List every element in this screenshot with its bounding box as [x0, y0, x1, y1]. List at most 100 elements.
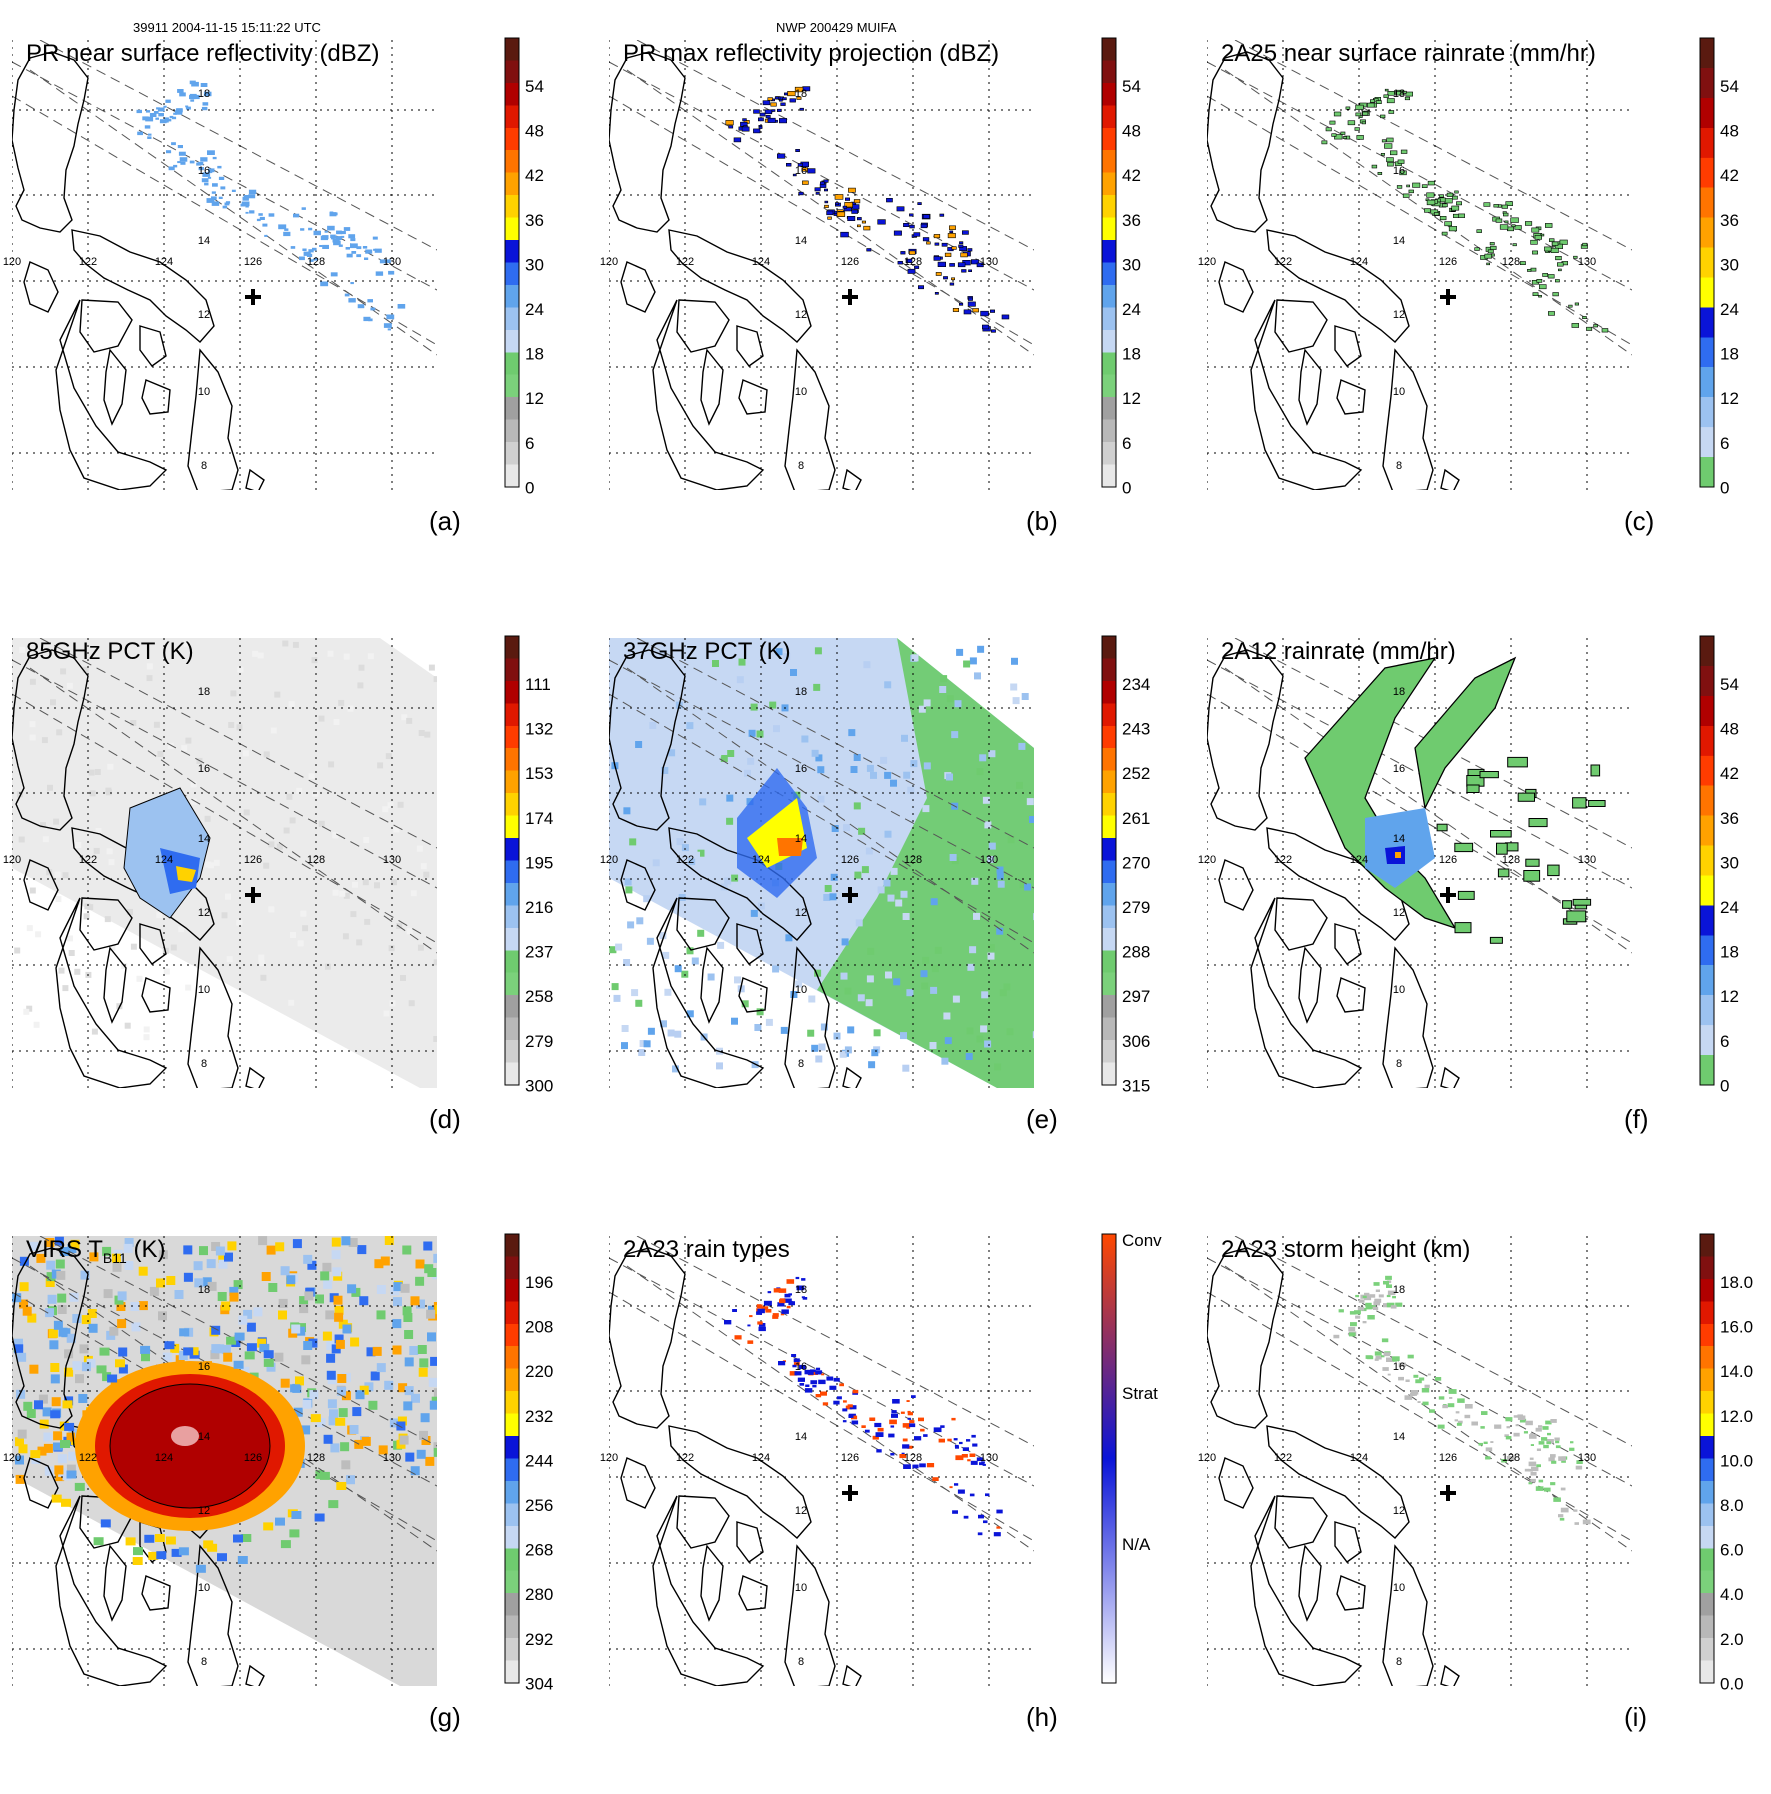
lon-label-130: 130 — [1578, 854, 1596, 866]
colorbar-tick: 216 — [525, 898, 553, 917]
panel-letter: (f) — [1624, 1104, 1649, 1134]
colorbar-tick: 306 — [1122, 1032, 1150, 1051]
lon-label-120: 120 — [1198, 1452, 1216, 1464]
colorbar-tick: 18.0 — [1720, 1273, 1753, 1292]
lon-label-130: 130 — [980, 256, 998, 268]
lon-label-120: 120 — [3, 854, 21, 866]
panel-title-subscript: B11 — [102, 1249, 127, 1266]
lat-label-16: 16 — [198, 763, 210, 775]
panel-letter: (e) — [1026, 1104, 1058, 1134]
colorbar-h: Conv Strat N/A — [1101, 1231, 1162, 1684]
colorbar-tick: 54 — [1720, 77, 1739, 96]
colorbar-tick: 12 — [1720, 389, 1739, 408]
colorbar-tick: 297 — [1122, 987, 1150, 1006]
panel-title: 85GHz PCT (K) — [26, 638, 194, 666]
lon-label-124: 124 — [155, 1452, 173, 1464]
lat-label-18: 18 — [1393, 686, 1405, 698]
lon-label-130: 130 — [980, 854, 998, 866]
lon-label-120: 120 — [600, 1452, 618, 1464]
lat-label-8: 8 — [201, 1656, 207, 1668]
lat-label-10: 10 — [1393, 984, 1405, 996]
lon-label-120: 120 — [3, 1452, 21, 1464]
storm-name-header: NWP 200429 MUIFA — [776, 20, 897, 35]
colorbar-tick: 48 — [1720, 122, 1739, 141]
panel-title: 2A25 near surface rainrate (mm/hr) — [1221, 40, 1596, 68]
colorbar-tick: 12 — [1122, 389, 1141, 408]
lon-label-120: 120 — [600, 854, 618, 866]
panel-title: 2A23 storm height (km) — [1221, 1236, 1470, 1264]
colorbar-tick: 18 — [1720, 943, 1739, 962]
colorbar-tick: 261 — [1122, 809, 1150, 828]
colorbar-tick: 12 — [525, 389, 544, 408]
lat-label-16: 16 — [1393, 1361, 1405, 1373]
lat-label-8: 8 — [798, 460, 804, 472]
colorbar-tick: 132 — [525, 720, 553, 739]
lat-label-14: 14 — [1393, 833, 1405, 845]
lon-label-128: 128 — [307, 256, 325, 268]
lat-label-14: 14 — [1393, 235, 1405, 247]
panel-title-text: 2A25 near surface rainrate (mm/hr) — [1221, 40, 1596, 67]
lat-label-8: 8 — [798, 1656, 804, 1668]
colorbar-tick: N/A — [1122, 1535, 1151, 1554]
lon-label-122: 122 — [1274, 1452, 1292, 1464]
lat-label-12: 12 — [795, 1505, 807, 1517]
colorbar-tick: 30 — [1122, 255, 1141, 274]
lon-label-128: 128 — [1502, 256, 1520, 268]
lat-label-18: 18 — [198, 1284, 210, 1296]
lon-label-128: 128 — [1502, 1452, 1520, 1464]
lon-label-130: 130 — [383, 854, 401, 866]
colorbar-tick: 270 — [1122, 853, 1150, 872]
lat-label-14: 14 — [795, 235, 807, 247]
lat-label-16: 16 — [198, 165, 210, 177]
colorbar-tick: 54 — [1122, 77, 1141, 96]
panel-title-text: PR max reflectivity projection (dBZ) — [623, 40, 1000, 67]
colorbar-tick: 0.0 — [1720, 1674, 1744, 1693]
colorbar-tick: 10.0 — [1720, 1451, 1753, 1470]
lat-label-18: 18 — [1393, 88, 1405, 100]
lat-label-14: 14 — [198, 833, 210, 845]
lat-label-8: 8 — [201, 460, 207, 472]
colorbar-tick: 42 — [1720, 764, 1739, 783]
colorbar-tick: 208 — [525, 1318, 553, 1337]
lon-label-130: 130 — [980, 1452, 998, 1464]
panel-title-text: VIRS T — [26, 1236, 103, 1263]
lat-label-12: 12 — [1393, 309, 1405, 321]
panel-h: 120 122 124 126 128 130 18 16 14 12 10 8 Conv Strat N/… — [597, 1196, 1190, 1794]
lon-label-126: 126 — [244, 256, 262, 268]
lat-label-10: 10 — [198, 386, 210, 398]
lat-label-10: 10 — [795, 984, 807, 996]
colorbar-tick: 24 — [1122, 300, 1141, 319]
colorbar-tick: 0 — [1720, 478, 1729, 497]
lon-label-128: 128 — [904, 854, 922, 866]
colorbar-tick: 244 — [525, 1451, 553, 1470]
lat-label-18: 18 — [198, 686, 210, 698]
colorbar-tick: 195 — [525, 853, 553, 872]
panel-title: 2A23 rain types — [623, 1236, 790, 1264]
lat-label-14: 14 — [795, 833, 807, 845]
map-g: 120 122 124 126 128 130 18 16 14 12 10 8 196 208 220 23… — [3, 1233, 553, 1693]
panel-letter: (a) — [429, 506, 461, 536]
colorbar-tick: 48 — [1122, 122, 1141, 141]
colorbar-tick: 174 — [525, 809, 553, 828]
map-i: 120 122 124 126 128 130 18 16 14 12 10 8 18.0 16.0 14.… — [1198, 1233, 1753, 1693]
lon-label-126: 126 — [841, 256, 859, 268]
colorbar-tick: 268 — [525, 1541, 553, 1560]
panel-title-text: 2A23 storm height (km) — [1221, 1236, 1471, 1263]
panel-letter: (c) — [1624, 506, 1655, 536]
lat-label-8: 8 — [201, 1058, 207, 1070]
lon-label-120: 120 — [600, 256, 618, 268]
colorbar-tick: 54 — [1720, 675, 1739, 694]
panel-letter: (d) — [429, 1104, 461, 1134]
colorbar-tick: 24 — [1720, 300, 1739, 319]
colorbar-tick: 288 — [1122, 943, 1150, 962]
colorbar-tick: 8.0 — [1720, 1496, 1744, 1515]
lon-label-122: 122 — [79, 1452, 97, 1464]
lon-label-126: 126 — [1439, 1452, 1457, 1464]
lat-label-8: 8 — [1396, 1058, 1402, 1070]
colorbar-tick: Conv — [1122, 1231, 1162, 1250]
lon-label-124: 124 — [1350, 256, 1368, 268]
lat-label-10: 10 — [795, 1582, 807, 1594]
lon-label-128: 128 — [904, 256, 922, 268]
lat-label-12: 12 — [198, 309, 210, 321]
lat-label-10: 10 — [1393, 386, 1405, 398]
